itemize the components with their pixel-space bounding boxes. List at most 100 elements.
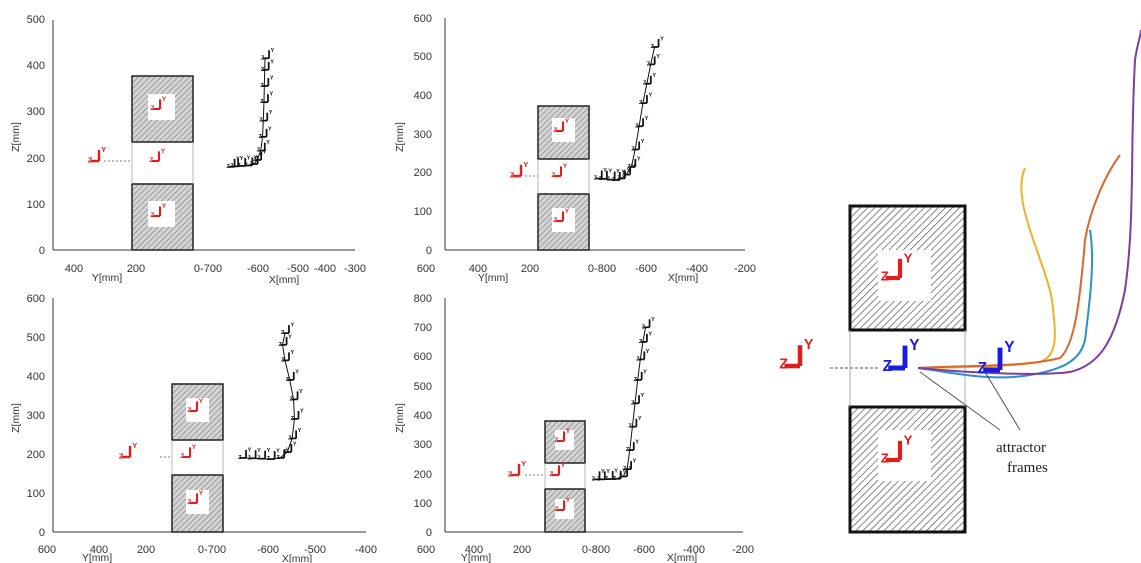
frame-y-letter: Y [648,93,652,99]
trajectory-frame: YZ [607,169,621,183]
frame-z-letter: Z [230,163,234,169]
z-tick: 500 [27,332,45,344]
x-tick: -400 [314,263,336,275]
frame-y-letter: Y [257,448,261,454]
z-tick: 100 [414,206,432,218]
start-frame: YZ [510,160,528,180]
trajectory-frame: YZ [627,156,641,170]
frame-z-letter: Z [619,473,623,479]
trajectory-frame: YZ [283,442,297,456]
trajectory-frame: YZ [599,168,613,182]
trajectory-frame: YZ [291,408,305,422]
frame-z-letter: Z [628,424,632,430]
frame-z-letter: Z [281,357,285,363]
frame-z-letter: Z [647,61,651,67]
frame-y-letter: Y [566,428,571,435]
frame-z-letter: Z [643,81,647,87]
trajectory-frame: YZ [288,428,302,442]
trajectory-frame: YZ [628,416,642,430]
frame-y-letter: Y [248,447,252,453]
frame-z-letter: Z [244,162,248,168]
panel-bottom-left: Z[mm] 0 100 200 300 400 500 600 600 400 … [10,293,377,563]
z-tick: 500 [27,14,45,26]
frame-z-letter: Z [257,148,261,154]
start-frame: YZ [508,459,526,479]
frame-z-letter: Z [636,356,640,362]
z-tick: 400 [27,60,45,72]
frame-z-letter: Z [623,466,627,472]
frame-z-letter: Z [607,177,611,183]
z-tick: 700 [414,322,432,334]
frame-y-letter: Y [199,398,204,405]
panel-top-left: Z[mm] 0 100 200 300 400 500 400 200 0-70… [10,14,366,286]
y-axis-label: Y[mm] [461,552,491,563]
gap-frame: YZ [551,163,567,179]
attractor-frame: YZ [978,339,1016,377]
z-tick: 600 [27,293,45,305]
x-tick: -400 [686,263,708,275]
frame-z-letter: Z [553,127,557,134]
frame-z-letter: Z [187,499,191,506]
frame-y-letter: Y [132,441,137,450]
frame-z-letter: Z [605,476,609,482]
frame-y-letter: Y [523,160,528,169]
frame-y-letter: Y [635,440,639,446]
frame-z-letter: Z [779,357,788,373]
start-frame: YZ [88,145,106,165]
trajectory-frame: YZ [260,92,274,106]
y-axis-label: Y[mm] [478,272,508,284]
frame-z-letter: Z [267,456,271,462]
z-axis-label: Z[mm] [394,122,406,152]
z-tick-labels: 0 100 200 300 400 500 600 [27,293,45,539]
z-tick: 300 [414,439,432,451]
frame-y-letter: Y [298,428,302,434]
z-tick: 600 [414,351,432,363]
frame-z-letter: Z [260,83,264,89]
frame-y-letter: Y [641,393,645,399]
z-tick: 100 [414,498,432,510]
frame-z-letter: Z [631,146,635,152]
panel-top-middle: Z[mm] 0 100 200 300 400 500 600 600 400 … [394,13,756,284]
obstacle-inner [878,250,931,301]
trajectory-frame: YZ [267,449,281,463]
trajectory-frame: YZ [639,331,653,345]
frame-y-letter: Y [293,442,297,448]
x-tick: 200 [127,263,145,275]
frame-z-letter: Z [261,67,265,73]
attractor-frame: YZ [883,337,921,375]
x-tick: -500 [304,544,326,556]
frame-y-letter: Y [263,149,267,155]
trajectory-frame: YZ [253,149,267,163]
frame-z-letter: Z [180,453,184,460]
frame-y-letter: Y [101,145,106,154]
z-tick: 0 [39,527,45,539]
frame-z-letter: Z [612,177,616,183]
y-tick: 200 [137,544,155,556]
frame-z-letter: Z [281,330,285,336]
obstacle-inner [148,94,175,120]
frame-y-letter: Y [651,317,655,323]
obstacle-frame: YZ [553,208,569,224]
y-tick: 400 [65,263,83,275]
frame-y-letter: Y [269,92,273,98]
frame-z-letter: Z [286,377,290,383]
trajectory-frame: YZ [647,54,661,68]
frame-z-letter: Z [622,172,626,178]
frame-z-letter: Z [149,157,153,164]
frame-z-letter: Z [250,161,254,167]
frame-z-letter: Z [553,217,557,224]
trajectory-frame: YZ [623,459,637,473]
frame-z-letter: Z [617,175,621,181]
trajectory-frame: YZ [257,448,271,462]
frame-y-letter: Y [603,168,607,174]
z-tick: 200 [27,153,45,165]
frame-z-letter: Z [639,339,643,345]
frame-z-letter: Z [639,100,643,106]
frame-z-letter: Z [260,99,264,105]
trajectory-frame: YZ [597,469,611,483]
trajectory-frame: YZ [248,448,262,462]
